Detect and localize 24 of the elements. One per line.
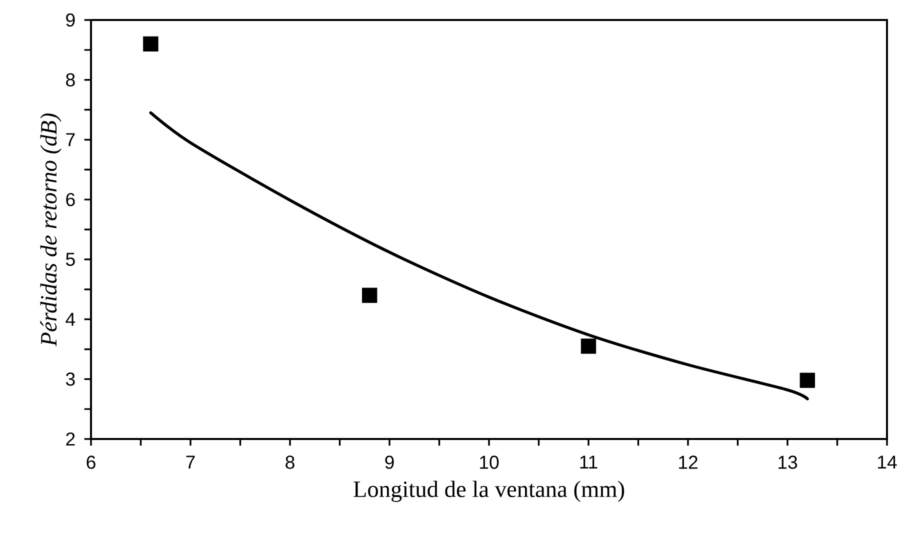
y-axis-title: Pérdidas de retorno (dB): [40, 113, 62, 346]
point: [580, 338, 596, 354]
y-tick-label: 2: [66, 432, 75, 446]
x-tick-label: 14: [878, 456, 897, 469]
x-tick-label: 8: [286, 456, 294, 469]
y-tick-label: 3: [66, 372, 75, 386]
y-tick-label: 5: [66, 252, 75, 266]
x-tick-label: 6: [86, 456, 96, 469]
y-tick-label: 4: [66, 312, 76, 326]
x-axis-title: Longitud de la ventana (mm): [354, 480, 624, 502]
x-tick-label: 9: [385, 456, 394, 469]
x-tick-label: 12: [679, 456, 698, 469]
y-tick-label: 7: [66, 133, 75, 146]
line-series: [149, 111, 809, 400]
point: [143, 36, 158, 52]
x-tick-label: 11: [580, 456, 598, 469]
y-tick-label: 9: [66, 13, 75, 27]
point: [362, 288, 378, 303]
x-tick-label: 7: [186, 456, 195, 469]
y-tick-label: 6: [66, 192, 75, 206]
point: [800, 372, 815, 388]
x-tick-label: 13: [778, 456, 798, 469]
x-tick-label: 10: [480, 456, 499, 469]
y-tick-label: 8: [66, 73, 75, 86]
